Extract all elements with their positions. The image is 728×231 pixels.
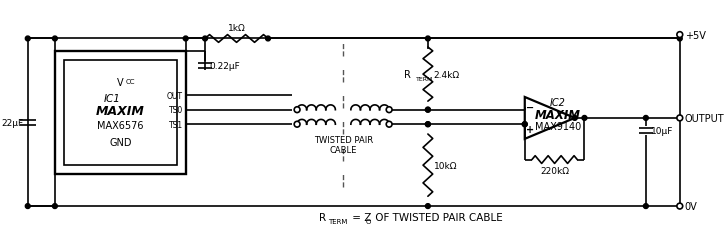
- Text: MAXIM: MAXIM: [534, 108, 581, 121]
- Circle shape: [644, 116, 649, 121]
- Text: IC2: IC2: [550, 98, 566, 108]
- Circle shape: [677, 204, 682, 209]
- Circle shape: [25, 37, 30, 42]
- Text: OF TWISTED PAIR CABLE: OF TWISTED PAIR CABLE: [372, 212, 502, 222]
- Text: TS0: TS0: [168, 106, 183, 115]
- Text: MAX6576: MAX6576: [97, 121, 143, 131]
- Text: GND: GND: [109, 137, 132, 147]
- Circle shape: [387, 107, 392, 113]
- Circle shape: [425, 204, 430, 209]
- Text: +: +: [526, 125, 534, 134]
- Text: TERM: TERM: [328, 218, 347, 224]
- Circle shape: [425, 108, 430, 112]
- Circle shape: [677, 203, 683, 209]
- Text: −: −: [526, 102, 534, 112]
- Text: +5V: +5V: [684, 30, 705, 40]
- Text: MAX9140: MAX9140: [534, 121, 581, 131]
- Circle shape: [52, 204, 58, 209]
- Text: CABLE: CABLE: [330, 145, 357, 154]
- Circle shape: [572, 116, 577, 121]
- Bar: [55, 52, 186, 174]
- Text: 220kΩ: 220kΩ: [540, 167, 569, 176]
- Text: O: O: [366, 218, 371, 224]
- Text: = Z: = Z: [349, 212, 372, 222]
- Circle shape: [294, 107, 300, 113]
- Text: 0V: 0V: [684, 201, 697, 211]
- Text: TS1: TS1: [169, 120, 183, 129]
- Circle shape: [677, 33, 683, 38]
- Text: V: V: [117, 77, 124, 87]
- Circle shape: [582, 116, 587, 121]
- Text: OUTPUT: OUTPUT: [684, 113, 724, 123]
- Circle shape: [677, 116, 683, 121]
- Text: 22μF: 22μF: [1, 118, 24, 127]
- Circle shape: [425, 122, 430, 127]
- Circle shape: [266, 37, 270, 42]
- Text: R: R: [319, 212, 326, 222]
- Circle shape: [25, 204, 30, 209]
- Circle shape: [202, 37, 207, 42]
- Bar: [63, 61, 177, 166]
- Circle shape: [523, 122, 527, 127]
- Text: IC1: IC1: [104, 94, 121, 103]
- Text: MAXIM: MAXIM: [96, 105, 145, 118]
- Circle shape: [677, 116, 682, 121]
- Text: 10μF: 10μF: [651, 126, 673, 135]
- Circle shape: [294, 122, 300, 128]
- Text: 1kΩ: 1kΩ: [228, 24, 245, 33]
- Text: R: R: [403, 70, 411, 80]
- Circle shape: [425, 122, 430, 127]
- Text: 2.4kΩ: 2.4kΩ: [434, 70, 460, 79]
- Text: TWISTED PAIR: TWISTED PAIR: [314, 136, 373, 145]
- Text: 10kΩ: 10kΩ: [434, 161, 457, 170]
- Text: CC: CC: [125, 78, 135, 84]
- Circle shape: [387, 122, 392, 128]
- Circle shape: [425, 37, 430, 42]
- Circle shape: [183, 37, 188, 42]
- Circle shape: [425, 108, 430, 112]
- Circle shape: [52, 37, 58, 42]
- Text: 0.22μF: 0.22μF: [209, 62, 240, 71]
- Text: TERM: TERM: [416, 77, 434, 82]
- Circle shape: [644, 204, 649, 209]
- Circle shape: [523, 122, 527, 127]
- Text: OUT: OUT: [167, 91, 183, 100]
- Circle shape: [677, 37, 682, 42]
